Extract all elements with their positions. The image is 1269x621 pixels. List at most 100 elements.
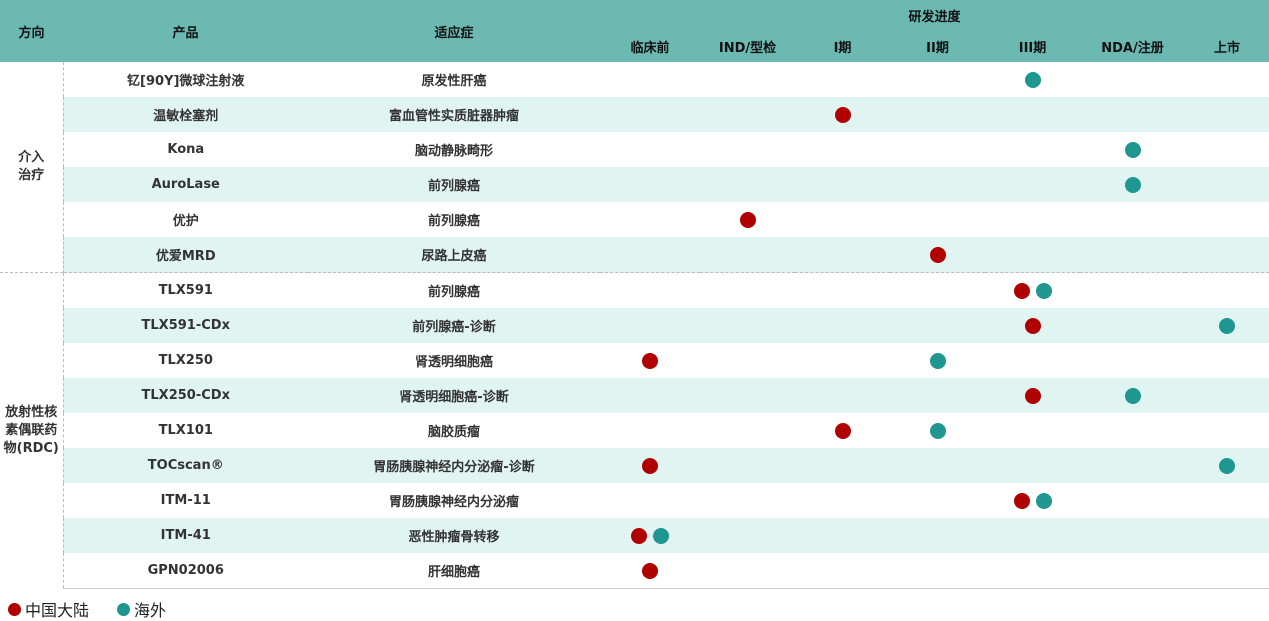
progress-dot-overseas <box>1024 71 1041 88</box>
product-cell: 钇[90Y]微球注射液 <box>127 74 245 89</box>
product-cell: TLX591-CDx <box>63 308 308 343</box>
header-stage: 上市 <box>1185 31 1269 62</box>
table-row: ITM-11 胃肠胰腺神经内分泌瘤 <box>0 483 1269 518</box>
stage-cell <box>985 518 1080 553</box>
header-stage: NDA/注册 <box>1080 31 1185 62</box>
product-cell: ITM-41 <box>63 518 308 553</box>
stage-cell <box>1185 378 1269 413</box>
table-row: 介入治疗 钇[90Y]微球注射液 原发性肝癌 <box>0 62 1269 273</box>
stage-cell <box>600 62 700 97</box>
stage-cell <box>1080 97 1185 132</box>
progress-dot-china <box>834 422 851 439</box>
indication-cell: 前列腺癌 <box>427 214 480 229</box>
stage-cell <box>1185 448 1269 483</box>
product-cell: 温敏栓塞剂 <box>63 97 308 132</box>
header-stage: I期 <box>795 31 890 62</box>
legend-item: 海外 <box>117 597 166 621</box>
stage-cell <box>600 202 700 237</box>
stage-cell <box>795 343 890 378</box>
stage-cell <box>1185 413 1269 448</box>
progress-dot-china <box>631 527 647 544</box>
progress-dot-overseas <box>653 527 669 544</box>
stage-cell <box>1080 132 1185 167</box>
indication-cell: 脑胶质瘤 <box>427 425 480 440</box>
stage-cell <box>985 132 1080 167</box>
stage-cell <box>1185 553 1269 589</box>
stage-cell <box>890 237 985 273</box>
indication-cell: 前列腺癌 <box>308 272 600 308</box>
stage-cell <box>985 448 1080 483</box>
product-cell: AuroLase <box>63 167 308 202</box>
progress-dot-china <box>642 457 658 474</box>
progress-dot-china <box>1024 317 1041 334</box>
stage-cell <box>890 202 985 237</box>
progress-dot-china <box>1024 387 1041 404</box>
stage-cell <box>795 553 890 589</box>
indication-cell: 富血管性实质脏器肿瘤 <box>308 97 600 132</box>
stage-cell <box>600 272 700 308</box>
legend-item: 中国大陆 <box>8 597 89 621</box>
stage-cell <box>700 413 795 448</box>
stage-cell <box>700 483 795 518</box>
stage-cell <box>1185 97 1269 132</box>
stage-cell <box>985 62 1080 97</box>
stage-cell <box>600 553 700 589</box>
product-cell: ITM-11 <box>160 493 211 508</box>
stage-cell <box>700 167 795 202</box>
stage-cell <box>1080 378 1185 413</box>
stage-cell <box>890 483 985 518</box>
stage-cell <box>1185 132 1269 167</box>
progress-dot-china <box>1013 282 1030 299</box>
indication-cell: 原发性肝癌 <box>421 74 487 89</box>
progress-dot-overseas <box>929 422 946 439</box>
stage-cell <box>890 553 985 589</box>
header-stage: 临床前 <box>600 31 700 62</box>
header-progress: 研发进度 <box>600 0 1269 31</box>
stage-cell <box>600 167 700 202</box>
stage-cell <box>700 272 795 308</box>
table-row: 优爱MRD 尿路上皮癌 <box>0 237 1269 273</box>
stage-cell <box>1185 518 1269 553</box>
stage-cell <box>1080 553 1185 589</box>
stage-cell <box>700 202 795 237</box>
stage-cell <box>600 97 700 132</box>
stage-cell <box>700 448 795 483</box>
stage-cell <box>700 62 795 97</box>
stage-cell <box>890 272 985 308</box>
stage-cell <box>700 308 795 343</box>
table-row: TLX101 脑胶质瘤 <box>0 413 1269 448</box>
stage-cell <box>985 308 1080 343</box>
stage-cell <box>795 518 890 553</box>
stage-cell <box>600 413 700 448</box>
stage-cell <box>890 448 985 483</box>
stage-cell <box>1080 167 1185 202</box>
group-label: 放射性核素偶联药物(RDC) <box>3 404 59 456</box>
group-cell: 介入治疗 <box>0 62 64 273</box>
stage-cell <box>1080 237 1185 273</box>
progress-dot-china <box>1013 492 1030 509</box>
stage-cell <box>700 97 795 132</box>
indication-cell: 前列腺癌 <box>308 167 600 202</box>
stage-cell <box>890 413 985 448</box>
stage-cell <box>985 413 1080 448</box>
indication-cell: 肝细胞癌 <box>308 553 600 589</box>
table-row: AuroLase 前列腺癌 <box>0 167 1269 202</box>
progress-dot-overseas <box>1035 282 1052 299</box>
stage-cell <box>1185 343 1269 378</box>
progress-dot-overseas <box>1219 317 1236 334</box>
stage-cell <box>700 343 795 378</box>
stage-cell <box>890 518 985 553</box>
stage-cell <box>1185 167 1269 202</box>
stage-cell <box>1080 62 1185 97</box>
stage-cell <box>600 483 700 518</box>
indication-cell: 脑动静脉畸形 <box>414 144 493 159</box>
stage-cell <box>795 483 890 518</box>
indication-cell: 前列腺癌-诊断 <box>308 308 600 343</box>
header-product: 产品 <box>63 0 308 62</box>
stage-cell <box>1185 272 1269 308</box>
stage-cell <box>795 308 890 343</box>
stage-cell <box>985 553 1080 589</box>
stage-cell <box>700 518 795 553</box>
progress-dot-overseas <box>1035 492 1052 509</box>
header-direction: 方向 <box>0 0 63 62</box>
